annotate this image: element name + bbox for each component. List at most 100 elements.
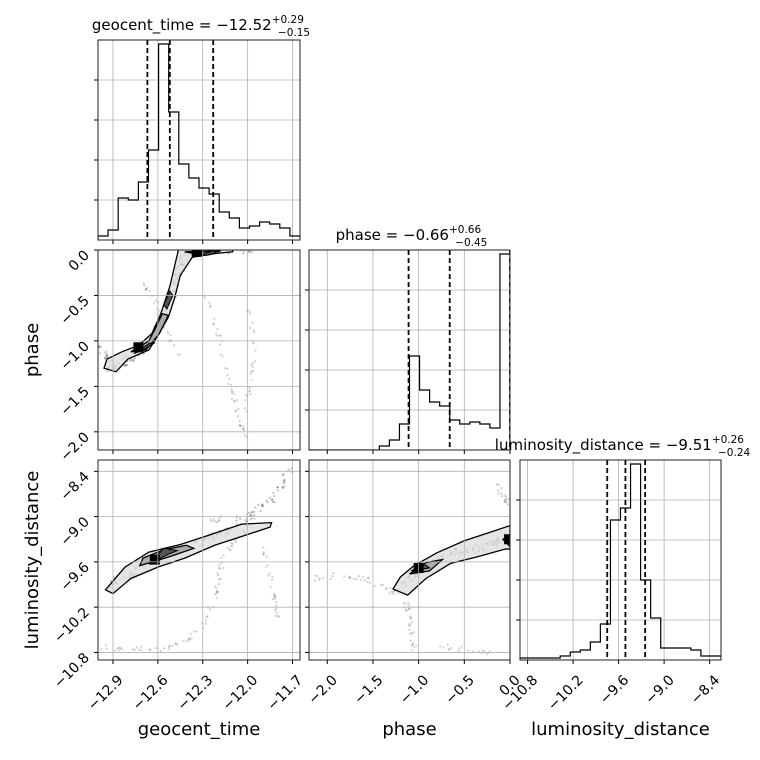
sample-point: [103, 356, 106, 360]
sample-point: [143, 284, 146, 287]
sample-point: [355, 577, 358, 581]
sample-point: [105, 354, 108, 358]
sample-point: [282, 479, 285, 482]
y-tick-label: −10.2: [51, 605, 93, 647]
sample-point: [231, 390, 234, 394]
sample-point: [116, 647, 119, 650]
sample-point: [503, 498, 506, 501]
sample-point: [404, 602, 407, 605]
sample-point: [247, 250, 250, 254]
sample-point: [153, 302, 156, 305]
sample-point: [243, 433, 247, 437]
sample-point: [214, 585, 217, 588]
sample-point: [281, 486, 284, 489]
sample-point: [176, 353, 179, 356]
sample-point: [189, 632, 192, 635]
sample-point: [174, 642, 178, 645]
density-contour: [104, 521, 273, 595]
density-peak: [191, 250, 202, 257]
sample-point: [218, 578, 221, 581]
title-prefix: geocent_time = −12.52: [92, 16, 272, 35]
x-tick-label: −1.5: [351, 672, 386, 707]
sample-point: [388, 592, 391, 595]
sample-point: [121, 648, 124, 651]
histogram-luminosity_distance-frame: [519, 459, 722, 661]
sample-point: [275, 607, 278, 610]
sample-point: [144, 287, 148, 291]
sample-point: [148, 649, 151, 652]
sample-point: [262, 504, 265, 507]
sample-point: [330, 574, 334, 578]
sample-point: [248, 312, 252, 315]
sample-point: [105, 353, 108, 356]
sample-point: [251, 365, 254, 369]
sample-point: [409, 616, 412, 619]
sample-point: [250, 363, 253, 366]
sample-point: [504, 500, 507, 504]
sample-point: [250, 370, 253, 373]
sample-point: [244, 393, 248, 397]
sample-point: [273, 494, 276, 498]
sample-point: [238, 424, 241, 427]
sample-point: [411, 643, 414, 646]
sample-point: [195, 630, 198, 633]
sample-point: [125, 364, 128, 367]
sample-point: [248, 386, 251, 389]
sample-point: [481, 649, 484, 652]
sample-point: [273, 609, 277, 612]
title-phase: phase = −0.66+0.66 −0.45: [336, 224, 488, 249]
sample-point: [250, 251, 253, 254]
sample-point: [249, 518, 252, 521]
sample-point: [507, 497, 510, 501]
sample-point: [104, 644, 108, 647]
sample-point: [253, 331, 256, 334]
sample-point: [214, 593, 217, 596]
sample-point: [408, 615, 412, 618]
sample-point: [214, 332, 218, 336]
title-lower-error: −0.24: [718, 447, 750, 459]
sample-point: [103, 351, 107, 354]
sample-point: [132, 358, 135, 361]
sample-point: [248, 247, 250, 249]
sample-point: [187, 638, 190, 641]
sample-point: [215, 592, 218, 595]
sample-point: [228, 377, 231, 381]
sample-point: [187, 636, 190, 640]
histogram-phase: [305, 250, 511, 454]
sample-point: [132, 359, 135, 363]
title-upper-error: +0.66: [449, 224, 481, 236]
sample-point: [158, 309, 161, 312]
sample-point: [220, 556, 223, 560]
sample-point: [148, 290, 151, 293]
sample-point: [105, 353, 108, 356]
grid-2: [305, 460, 511, 664]
sample-point: [262, 553, 265, 556]
sample-point: [218, 563, 221, 566]
sample-point: [114, 649, 117, 652]
sample-point: [497, 483, 500, 486]
sample-point: [273, 594, 277, 597]
sample-point: [222, 247, 224, 249]
sample-point: [214, 520, 217, 523]
sample-point: [135, 646, 138, 649]
sample-point: [273, 592, 276, 595]
sample-point: [238, 420, 241, 423]
sample-point: [219, 577, 222, 581]
sample-point: [146, 286, 149, 289]
histogram-phase-frame: [308, 249, 511, 451]
sample-point: [262, 546, 265, 549]
sample-point: [208, 305, 211, 308]
sample-point: [176, 643, 179, 646]
sample-point: [407, 601, 410, 605]
sample-point: [106, 356, 109, 359]
sample-point: [405, 609, 408, 612]
sample-point: [230, 397, 233, 400]
sample-point: [268, 572, 271, 575]
sample-point: [272, 491, 275, 494]
sample-point: [154, 299, 157, 302]
sample-point: [260, 504, 263, 507]
sample-point: [213, 246, 215, 248]
y-tick-label: −9.0: [57, 514, 92, 549]
sample-point: [236, 523, 239, 526]
